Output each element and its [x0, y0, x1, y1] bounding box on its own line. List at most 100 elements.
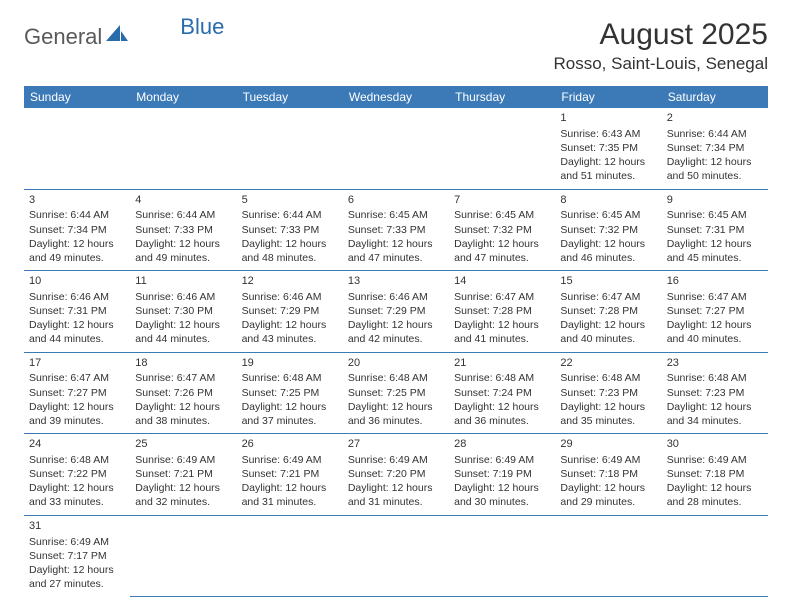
calendar-day: 7Sunrise: 6:45 AMSunset: 7:32 PMDaylight…	[449, 189, 555, 271]
day-number: 14	[454, 274, 550, 289]
calendar-day: 10Sunrise: 6:46 AMSunset: 7:31 PMDayligh…	[24, 271, 130, 353]
day-number: 25	[135, 437, 231, 452]
sunrise-text: Sunrise: 6:45 AM	[348, 208, 444, 222]
daylight-text: Daylight: 12 hours and 45 minutes.	[667, 237, 763, 265]
day-number: 31	[29, 519, 125, 534]
sunrise-text: Sunrise: 6:48 AM	[454, 371, 550, 385]
day-number: 7	[454, 193, 550, 208]
weekday-row: SundayMondayTuesdayWednesdayThursdayFrid…	[24, 86, 768, 108]
sunrise-text: Sunrise: 6:45 AM	[454, 208, 550, 222]
daylight-text: Daylight: 12 hours and 31 minutes.	[242, 481, 338, 509]
daylight-text: Daylight: 12 hours and 40 minutes.	[667, 318, 763, 346]
sunrise-text: Sunrise: 6:47 AM	[135, 371, 231, 385]
calendar-day: 15Sunrise: 6:47 AMSunset: 7:28 PMDayligh…	[555, 271, 661, 353]
calendar-day: 26Sunrise: 6:49 AMSunset: 7:21 PMDayligh…	[237, 434, 343, 516]
calendar-day: 5Sunrise: 6:44 AMSunset: 7:33 PMDaylight…	[237, 189, 343, 271]
sunset-text: Sunset: 7:21 PM	[135, 467, 231, 481]
daylight-text: Daylight: 12 hours and 47 minutes.	[348, 237, 444, 265]
calendar-empty	[130, 515, 236, 596]
calendar-day: 24Sunrise: 6:48 AMSunset: 7:22 PMDayligh…	[24, 434, 130, 516]
calendar-day: 28Sunrise: 6:49 AMSunset: 7:19 PMDayligh…	[449, 434, 555, 516]
daylight-text: Daylight: 12 hours and 30 minutes.	[454, 481, 550, 509]
sunset-text: Sunset: 7:17 PM	[29, 549, 125, 563]
daylight-text: Daylight: 12 hours and 36 minutes.	[454, 400, 550, 428]
day-number: 8	[560, 193, 656, 208]
sunset-text: Sunset: 7:34 PM	[667, 141, 763, 155]
sunset-text: Sunset: 7:34 PM	[29, 223, 125, 237]
sunrise-text: Sunrise: 6:48 AM	[29, 453, 125, 467]
daylight-text: Daylight: 12 hours and 31 minutes.	[348, 481, 444, 509]
weekday-header: Monday	[130, 86, 236, 108]
daylight-text: Daylight: 12 hours and 36 minutes.	[348, 400, 444, 428]
sunrise-text: Sunrise: 6:49 AM	[560, 453, 656, 467]
calendar-empty	[343, 515, 449, 596]
calendar-day: 4Sunrise: 6:44 AMSunset: 7:33 PMDaylight…	[130, 189, 236, 271]
daylight-text: Daylight: 12 hours and 33 minutes.	[29, 481, 125, 509]
logo-text-dark: General	[24, 24, 102, 50]
day-number: 12	[242, 274, 338, 289]
sunrise-text: Sunrise: 6:49 AM	[667, 453, 763, 467]
day-number: 9	[667, 193, 763, 208]
calendar-day: 31Sunrise: 6:49 AMSunset: 7:17 PMDayligh…	[24, 515, 130, 596]
day-number: 23	[667, 356, 763, 371]
logo-sail-icon	[106, 25, 128, 48]
sunrise-text: Sunrise: 6:48 AM	[242, 371, 338, 385]
sunrise-text: Sunrise: 6:47 AM	[667, 290, 763, 304]
sunset-text: Sunset: 7:25 PM	[242, 386, 338, 400]
sunset-text: Sunset: 7:28 PM	[454, 304, 550, 318]
calendar-day: 2Sunrise: 6:44 AMSunset: 7:34 PMDaylight…	[662, 108, 768, 189]
day-number: 19	[242, 356, 338, 371]
calendar-day: 21Sunrise: 6:48 AMSunset: 7:24 PMDayligh…	[449, 352, 555, 434]
weekday-header: Sunday	[24, 86, 130, 108]
calendar-day: 25Sunrise: 6:49 AMSunset: 7:21 PMDayligh…	[130, 434, 236, 516]
day-number: 28	[454, 437, 550, 452]
sunset-text: Sunset: 7:33 PM	[242, 223, 338, 237]
daylight-text: Daylight: 12 hours and 51 minutes.	[560, 155, 656, 183]
calendar-empty	[449, 515, 555, 596]
calendar-empty	[343, 108, 449, 189]
day-number: 24	[29, 437, 125, 452]
daylight-text: Daylight: 12 hours and 37 minutes.	[242, 400, 338, 428]
day-number: 2	[667, 111, 763, 126]
page-title: August 2025	[553, 18, 768, 52]
daylight-text: Daylight: 12 hours and 34 minutes.	[667, 400, 763, 428]
sunrise-text: Sunrise: 6:45 AM	[667, 208, 763, 222]
day-number: 10	[29, 274, 125, 289]
sunset-text: Sunset: 7:28 PM	[560, 304, 656, 318]
calendar-day: 30Sunrise: 6:49 AMSunset: 7:18 PMDayligh…	[662, 434, 768, 516]
weekday-header: Thursday	[449, 86, 555, 108]
day-number: 21	[454, 356, 550, 371]
calendar-head: SundayMondayTuesdayWednesdayThursdayFrid…	[24, 86, 768, 108]
logo-text-blue: Blue	[180, 14, 224, 40]
calendar-row: 1Sunrise: 6:43 AMSunset: 7:35 PMDaylight…	[24, 108, 768, 189]
calendar-row: 17Sunrise: 6:47 AMSunset: 7:27 PMDayligh…	[24, 352, 768, 434]
calendar-day: 9Sunrise: 6:45 AMSunset: 7:31 PMDaylight…	[662, 189, 768, 271]
sunrise-text: Sunrise: 6:47 AM	[29, 371, 125, 385]
weekday-header: Saturday	[662, 86, 768, 108]
calendar-day: 6Sunrise: 6:45 AMSunset: 7:33 PMDaylight…	[343, 189, 449, 271]
sunset-text: Sunset: 7:31 PM	[29, 304, 125, 318]
sunrise-text: Sunrise: 6:49 AM	[454, 453, 550, 467]
calendar-day: 16Sunrise: 6:47 AMSunset: 7:27 PMDayligh…	[662, 271, 768, 353]
sunrise-text: Sunrise: 6:44 AM	[242, 208, 338, 222]
sunset-text: Sunset: 7:18 PM	[560, 467, 656, 481]
location-text: Rosso, Saint-Louis, Senegal	[553, 54, 768, 74]
day-number: 15	[560, 274, 656, 289]
sunrise-text: Sunrise: 6:47 AM	[454, 290, 550, 304]
daylight-text: Daylight: 12 hours and 50 minutes.	[667, 155, 763, 183]
sunrise-text: Sunrise: 6:48 AM	[667, 371, 763, 385]
calendar-day: 8Sunrise: 6:45 AMSunset: 7:32 PMDaylight…	[555, 189, 661, 271]
daylight-text: Daylight: 12 hours and 35 minutes.	[560, 400, 656, 428]
calendar-day: 20Sunrise: 6:48 AMSunset: 7:25 PMDayligh…	[343, 352, 449, 434]
day-number: 4	[135, 193, 231, 208]
calendar-empty	[130, 108, 236, 189]
daylight-text: Daylight: 12 hours and 44 minutes.	[135, 318, 231, 346]
daylight-text: Daylight: 12 hours and 32 minutes.	[135, 481, 231, 509]
calendar-empty	[449, 108, 555, 189]
daylight-text: Daylight: 12 hours and 40 minutes.	[560, 318, 656, 346]
day-number: 20	[348, 356, 444, 371]
sunset-text: Sunset: 7:32 PM	[560, 223, 656, 237]
day-number: 3	[29, 193, 125, 208]
sunset-text: Sunset: 7:21 PM	[242, 467, 338, 481]
day-number: 1	[560, 111, 656, 126]
